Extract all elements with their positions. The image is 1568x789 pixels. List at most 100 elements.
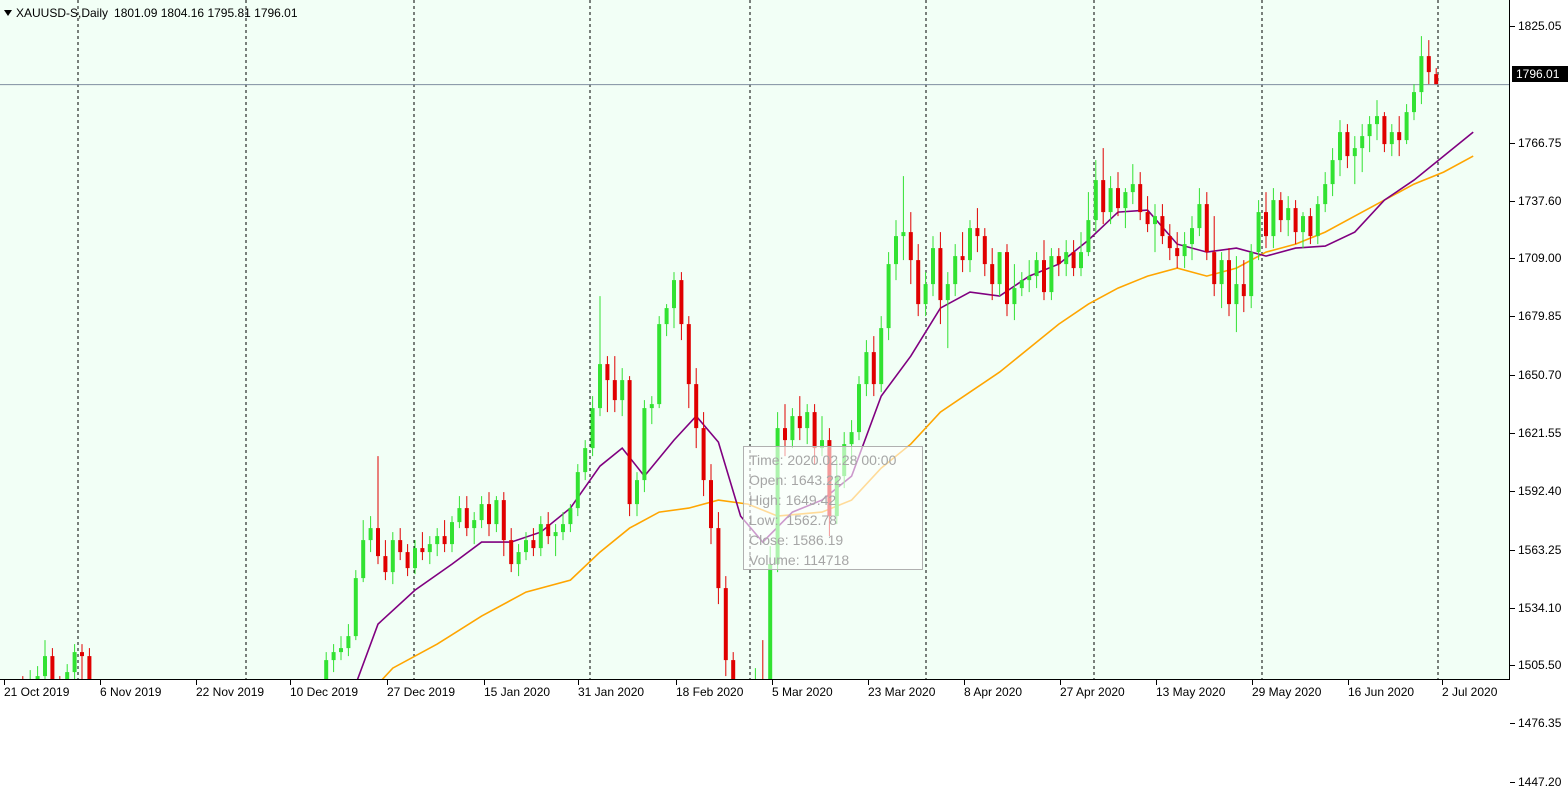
candle-body [1264, 212, 1268, 237]
candle-body [642, 408, 647, 481]
candle-body [679, 280, 684, 325]
candle-body [1323, 184, 1328, 205]
candle-body [80, 652, 84, 657]
candle-body [339, 648, 343, 653]
date-axis-tick [1252, 680, 1253, 685]
price-axis-label: 1737.60 [1518, 193, 1562, 208]
candle-body [1190, 228, 1194, 245]
candle-body [820, 440, 824, 449]
price-axis-label: 1679.85 [1518, 309, 1562, 324]
date-axis-label: 23 Mar 2020 [868, 685, 936, 699]
date-axis-label: 16 Jun 2020 [1348, 685, 1415, 699]
candle-body [457, 508, 462, 523]
candle-body [427, 544, 432, 553]
candle-body [1367, 124, 1372, 137]
price-axis-label: 1505.50 [1518, 658, 1562, 673]
candle-body [916, 260, 921, 305]
candle-body [1130, 184, 1135, 193]
candle-body [975, 228, 980, 237]
tooltip-low: Low: 1562.78 [749, 512, 837, 528]
candle-body [1434, 74, 1439, 85]
date-axis-label: 27 Dec 2019 [387, 685, 456, 699]
candle-body [368, 528, 373, 541]
candle-body [627, 380, 632, 505]
tooltip-close: Close: 1586.19 [749, 532, 844, 548]
candle-body [1145, 212, 1150, 225]
price-chart-area[interactable] [0, 0, 1510, 680]
price-axis-tick [1510, 316, 1515, 318]
price-axis-tick [1510, 781, 1515, 783]
candle-body [1360, 136, 1365, 149]
candle-body [501, 500, 506, 541]
date-axis-label: 31 Jan 2020 [578, 685, 645, 699]
candle-body [664, 308, 669, 325]
candle-body [620, 380, 625, 401]
moving-average-fast-line [356, 131, 1474, 679]
price-axis-tick [1510, 607, 1515, 609]
candle-body [435, 536, 440, 545]
candle-body [1382, 116, 1387, 145]
candle-body [1308, 216, 1313, 237]
candle-body [376, 528, 380, 557]
candle-body [1123, 192, 1128, 209]
candle-body [649, 404, 654, 409]
candle-body [1234, 284, 1239, 305]
candle-body [1138, 184, 1143, 213]
candle-body [361, 540, 366, 579]
candle-body [901, 232, 906, 237]
date-axis-tick [196, 680, 197, 685]
candle-body [790, 416, 795, 441]
candle-body [1241, 284, 1246, 297]
candle-body [50, 656, 55, 679]
candle-body [398, 540, 403, 553]
tooltip-volume: Volume: 114718 [749, 552, 850, 568]
dropdown-arrow-icon[interactable] [4, 10, 12, 16]
price-axis-tick [1510, 26, 1515, 27]
candle-body [731, 660, 736, 679]
candle-body [1197, 204, 1202, 229]
price-axis-label: 1766.75 [1518, 135, 1562, 150]
date-axis-tick [4, 680, 5, 685]
candle-body [1227, 260, 1231, 305]
candle-body [886, 264, 891, 329]
candle-body [516, 552, 521, 565]
date-axis-tick [290, 680, 291, 685]
candle-body [1345, 132, 1350, 157]
candle-body [583, 448, 588, 473]
candle-body [531, 540, 536, 549]
candlestick-chart[interactable] [0, 0, 1510, 680]
date-axis-label: 6 Nov 2019 [100, 685, 162, 699]
candle-body [1256, 212, 1261, 253]
candle-body [598, 364, 602, 409]
candle-body [1204, 204, 1209, 253]
candle-body [413, 548, 417, 569]
date-axis-tick [578, 680, 579, 685]
date-axis-tick [1060, 680, 1061, 685]
candle-body [353, 578, 358, 637]
candle-body [1389, 132, 1394, 145]
moving-average-slow-line [381, 155, 1474, 679]
candle-body [1071, 252, 1076, 269]
date-axis-tick [868, 680, 869, 685]
price-axis-label: 1476.35 [1518, 716, 1562, 731]
candle-body [546, 524, 551, 537]
price-axis-tick [1510, 491, 1515, 493]
tooltip-open: Open: 1643.22 [749, 472, 842, 488]
candle-body [405, 552, 410, 569]
date-axis-label: 10 Dec 2019 [290, 685, 359, 699]
candle-body [716, 528, 721, 589]
candle-body [879, 328, 884, 385]
candle-body [568, 508, 573, 525]
candle-body [908, 232, 913, 261]
candle-body [524, 540, 528, 553]
candle-body [1182, 244, 1187, 257]
candle-body [72, 652, 77, 673]
candle-body [1286, 208, 1291, 221]
candle-body [1404, 112, 1409, 141]
date-axis-label: 13 May 2020 [1156, 685, 1226, 699]
candle-body [1330, 160, 1335, 185]
candle-body [1338, 132, 1342, 161]
date-axis-label: 27 Apr 2020 [1060, 685, 1125, 699]
candle-body [1005, 252, 1009, 305]
